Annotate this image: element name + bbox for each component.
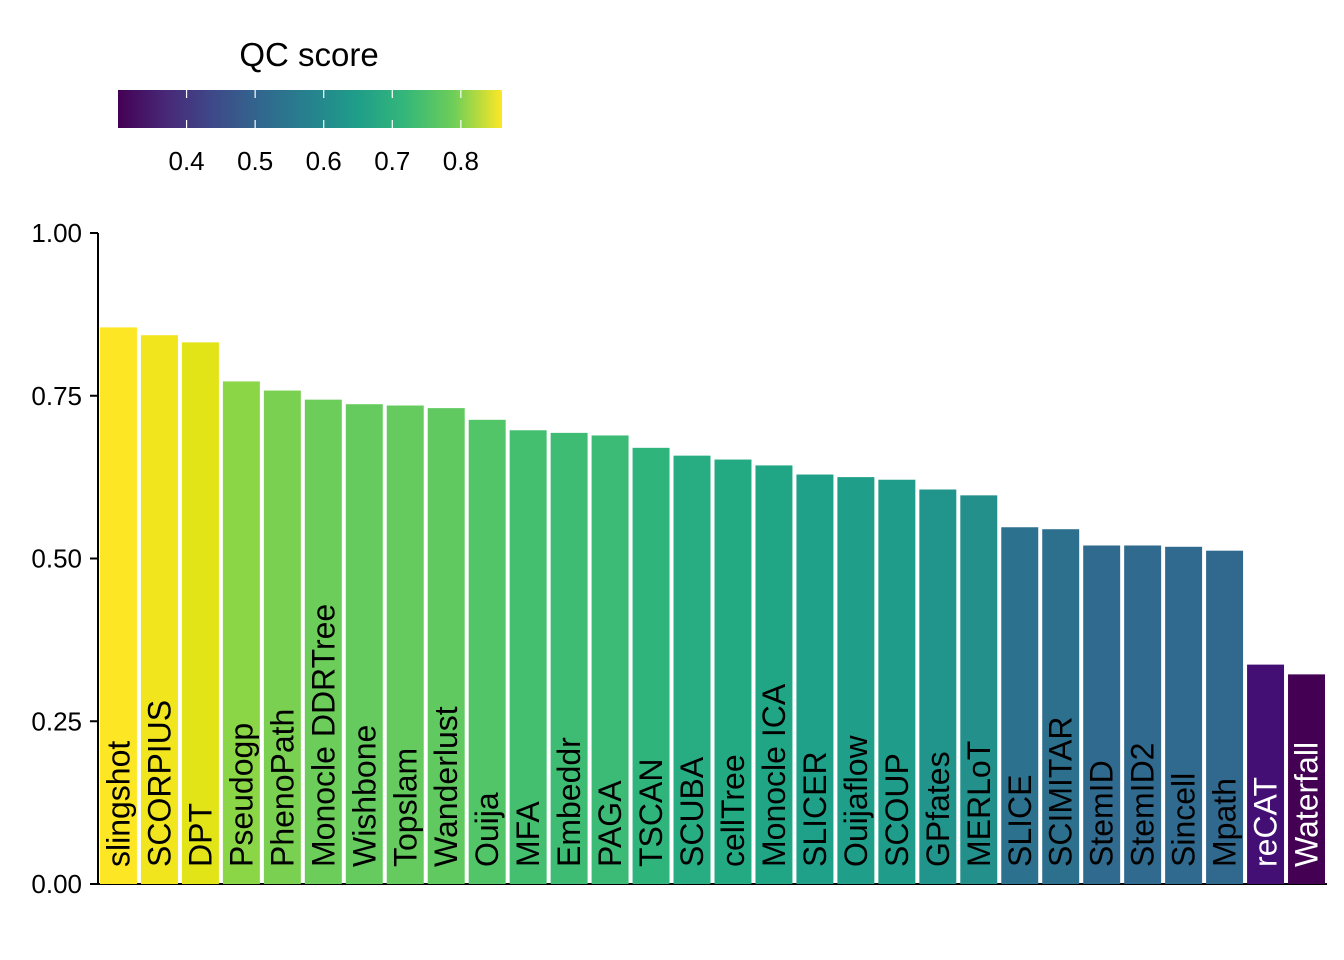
bar-labels: slingshot SCORPIUS DPT Pseudogp PhenoPath Mon… [100,604,1324,867]
bar [304,399,342,884]
bar-label: SCUBA [674,756,710,867]
bar [1083,545,1121,884]
bar [468,419,506,884]
bar [1124,545,1162,884]
bar-label: slingshot [100,741,136,867]
bar-label: PhenoPath [264,709,300,867]
bar-label: SCOUP [879,753,915,867]
bar [714,459,752,884]
colorbar-tick-label: 0.5 [237,146,273,176]
bar [100,327,137,884]
bar [509,430,547,884]
bar [796,474,834,884]
bar-label: Wishbone [346,725,382,867]
bar [427,408,465,884]
bar [1001,527,1039,884]
colorbar-ticks: 0.4 0.5 0.6 0.7 0.8 [168,90,479,176]
bar [386,405,424,884]
bar [222,381,260,884]
bar-label: Monocle ICA [756,683,792,867]
colorbar-tick-label: 0.6 [306,146,342,176]
bar-label: GPfates [920,751,956,867]
bar [1288,674,1325,884]
bar [878,479,916,884]
bar-label: Mpath [1207,778,1243,867]
bar-label: Ouijaflow [838,735,874,868]
colorbar-tick-label: 0.4 [168,146,204,176]
bar [181,342,219,884]
bar-label: DPT [182,803,218,867]
bar [960,495,998,884]
bar [1165,546,1203,884]
colorbar-legend: QC score 0.4 0.5 0.6 0.7 0.8 [118,36,502,176]
colorbar-tick-label: 0.8 [443,146,479,176]
bar [550,432,588,884]
bar-label: Pseudogp [223,723,259,867]
bar-label: reCAT [1248,777,1284,867]
bar [345,404,383,884]
bar-label: Topslam [387,748,423,867]
colorbar-tick-label: 0.7 [374,146,410,176]
bar-label: SCIMITAR [1043,716,1079,867]
bar [591,435,629,884]
bar-series [100,327,1325,884]
y-axis: 0.00 0.25 0.50 0.75 1.00 [31,218,99,899]
colorbar-gradient [118,90,502,128]
bar-label: StemID [1084,760,1120,867]
bar-label: Wanderlust [428,706,464,867]
y-tick-label: 0.50 [31,544,82,574]
bar-label: Sincell [1166,773,1202,867]
bar-label: StemID2 [1125,743,1161,867]
bar-label: MERLoT [961,741,997,867]
y-tick-label: 0.25 [31,706,82,736]
bar-label: SLICE [1002,775,1038,867]
bar-label: SCORPIUS [141,700,177,867]
bar-label: cellTree [715,754,751,867]
bar [1206,550,1244,884]
bar [263,390,301,884]
bar-label: MFA [510,801,546,867]
bar [755,465,793,884]
bar [673,455,711,884]
bar [919,489,957,884]
bar-label: Monocle DDRTree [305,604,341,867]
bar [1042,529,1080,884]
bar [837,477,875,884]
y-tick-label: 0.75 [31,381,82,411]
bar [140,335,178,884]
bar-label: PAGA [592,780,628,867]
y-tick-label: 1.00 [31,218,82,248]
bar-label: Embeddr [551,737,587,867]
bar-label: Waterfall [1289,742,1325,867]
bar-label: Ouija [469,792,505,867]
bar [632,447,670,884]
legend-title: QC score [239,36,378,73]
bar-label: SLICER [797,751,833,867]
bar-label: TSCAN [633,759,669,867]
bar [1247,664,1285,884]
y-tick-label: 0.00 [31,869,82,899]
